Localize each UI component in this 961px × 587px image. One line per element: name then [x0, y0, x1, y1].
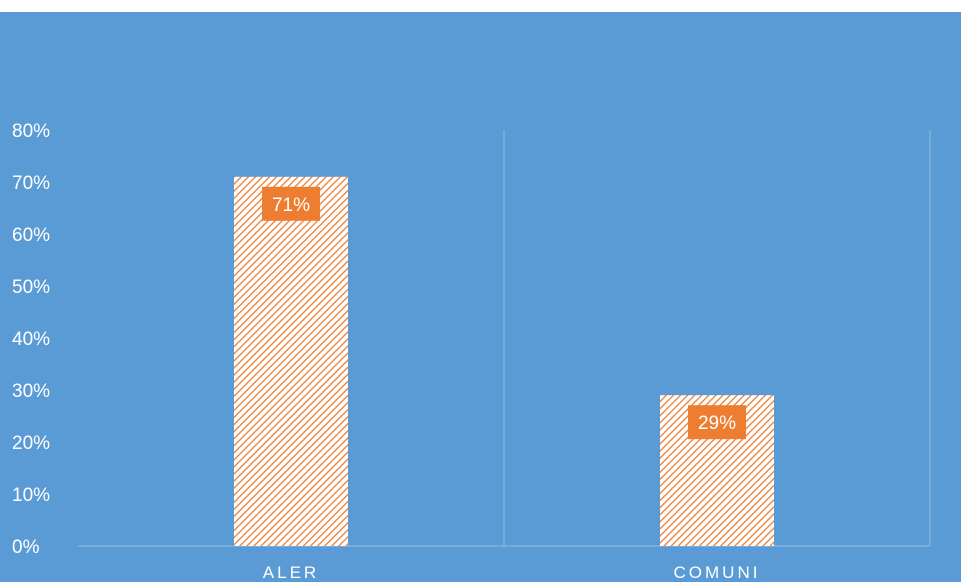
category-label: ALER	[263, 563, 319, 582]
y-tick-label: 80%	[12, 121, 50, 142]
y-tick-label: 0%	[12, 537, 40, 558]
x-axis: ALER COMUNI	[263, 563, 761, 582]
data-label-box	[262, 186, 320, 221]
data-label: 71%	[272, 195, 310, 216]
y-tick-label: 10%	[12, 485, 50, 506]
bar-aler	[234, 176, 348, 547]
y-tick-label: 40%	[12, 329, 50, 350]
data-label-box	[688, 405, 746, 440]
y-tick-label: 70%	[12, 173, 50, 194]
y-tick-label: 50%	[12, 277, 50, 298]
data-label: 29%	[698, 413, 736, 434]
bars-group: 71% 29%	[234, 176, 774, 547]
y-tick-label: 60%	[12, 225, 50, 246]
category-label: COMUNI	[674, 563, 761, 582]
y-tick-label: 20%	[12, 433, 50, 454]
y-axis: 0% 10% 20% 30% 40% 50% 60% 70% 80%	[12, 121, 50, 558]
chart-background	[0, 12, 961, 582]
y-tick-label: 30%	[12, 381, 50, 402]
grid	[78, 130, 931, 547]
